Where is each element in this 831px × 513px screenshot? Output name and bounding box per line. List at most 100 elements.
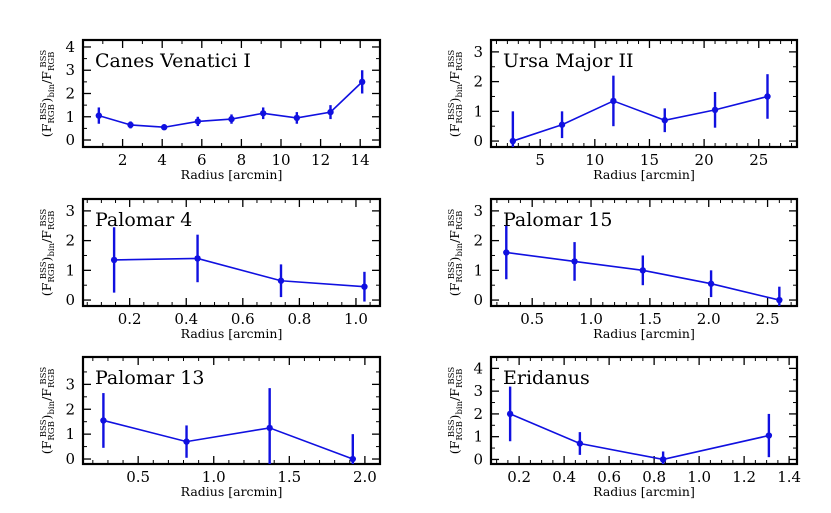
x-tick-label: 0.6: [231, 310, 255, 328]
y-axis-label-part: ): [447, 415, 462, 420]
y-axis-label-part: bin: [455, 400, 465, 414]
panel-title: Palomar 15: [503, 209, 612, 231]
y-axis-label-part: RGB: [455, 52, 465, 71]
y-axis-label: (FRGBBSS)bin/FRGBBSS: [447, 50, 465, 138]
x-tick-label: 1.0: [344, 310, 368, 328]
y-tick-label: 1: [473, 261, 483, 279]
y-axis-label-part: bin: [47, 400, 57, 414]
y-axis-label-part: RGB: [455, 211, 465, 230]
y-axis-label-part: RGB: [47, 104, 57, 123]
y-axis-label-part: (F: [39, 440, 54, 454]
data-point: [576, 440, 584, 447]
x-tick-label: 4: [157, 151, 167, 169]
y-axis-label-part: (F: [39, 282, 54, 296]
y-tick-label: 2: [65, 232, 75, 250]
y-axis-label-part: /F: [447, 388, 462, 401]
y-axis-label-part: RGB: [47, 369, 57, 388]
y-axis-label-part: BSS: [39, 102, 49, 120]
x-tick-label: 10: [271, 151, 290, 169]
data-point: [659, 456, 667, 463]
y-axis-label-part: ): [39, 415, 54, 420]
y-axis-label: (FRGBBSS)bin/FRGBBSS: [39, 367, 57, 455]
y-axis-label-part: bin: [47, 83, 57, 97]
x-axis-label: Radius [arcmin]: [181, 484, 283, 499]
y-tick-label: 0: [65, 450, 75, 468]
y-axis-label-part: (F: [447, 282, 462, 296]
series-line: [509, 413, 770, 461]
y-axis-label-part: BSS: [447, 102, 457, 120]
y-axis-label-part: RGB: [455, 421, 465, 440]
y-axis-label-part: bin: [455, 83, 465, 97]
y-tick-label: 0: [473, 132, 483, 150]
data-point: [277, 277, 285, 284]
data-point: [610, 97, 617, 105]
y-axis-label-part: BSS: [447, 209, 457, 227]
y-axis-label-part: BSS: [447, 419, 457, 437]
data-point: [506, 410, 514, 418]
y-axis-label-part: RGB: [455, 369, 465, 388]
x-tick-label: 0.5: [520, 310, 544, 328]
data-point: [639, 267, 647, 274]
y-tick-label: 3: [65, 375, 75, 393]
axes-frame: [489, 355, 799, 466]
y-axis-label-part: (F: [39, 123, 54, 137]
panel-title: Palomar 13: [95, 367, 204, 389]
y-tick-label: 0: [65, 131, 75, 149]
y-axis-label-part: /F: [39, 230, 54, 243]
y-axis-label-part: (F: [447, 123, 462, 137]
data-point: [503, 249, 510, 256]
x-tick-label: 25: [749, 151, 768, 169]
y-tick-label: 3: [65, 61, 75, 79]
data-point: [194, 118, 202, 125]
data-point: [558, 121, 566, 128]
y-axis-label: (FRGBBSS)bin/FRGBBSS: [447, 367, 465, 455]
y-axis-label-part: BSS: [39, 367, 49, 385]
series-line: [512, 95, 768, 142]
panel-5: 0.2 0.4 0.6 0.8 1.0 1.2 1.4 0 1 2 3 4 Radius [arcmin…: [447, 355, 801, 499]
y-tick-label: 1: [473, 102, 483, 120]
y-axis-label-part: /F: [39, 388, 54, 401]
x-tick-label: 0.6: [597, 468, 621, 486]
y-tick-label: 3: [65, 202, 75, 220]
x-axis-label: Radius [arcmin]: [593, 167, 695, 182]
axes-frame: [81, 197, 382, 308]
data-point: [266, 424, 273, 432]
x-tick-label: 12: [311, 151, 330, 169]
y-axis-label-part: bin: [47, 242, 57, 256]
y-axis-label: (FRGBBSS)bin/FRGBBSS: [39, 209, 57, 297]
y-axis-label-part: RGB: [47, 421, 57, 440]
data-point: [661, 117, 668, 124]
x-tick-label: 8: [237, 151, 247, 169]
x-tick-label: 0.2: [118, 310, 142, 328]
data-point: [358, 78, 366, 86]
y-axis-label-part: bin: [455, 242, 465, 256]
data-point: [100, 417, 107, 424]
y-tick-label: 1: [65, 261, 75, 279]
data-point: [571, 258, 578, 265]
y-axis-label: (FRGBBSS)bin/FRGBBSS: [39, 50, 57, 138]
axes-frame: [81, 355, 382, 466]
x-tick-label: 6: [197, 151, 207, 169]
x-tick-label: 2.0: [353, 468, 377, 486]
y-axis-label-part: BSS: [39, 209, 49, 227]
x-tick-label: 1.0: [579, 310, 603, 328]
data-point: [765, 432, 773, 439]
y-tick-label: 1: [473, 428, 483, 446]
panel-title: Ursa Major II: [503, 50, 633, 72]
x-tick-label: 2: [118, 151, 128, 169]
data-point: [509, 137, 517, 145]
data-point: [95, 112, 103, 119]
data-point: [259, 110, 267, 117]
y-tick-label: 1: [65, 108, 75, 126]
y-tick-label: 4: [65, 38, 75, 56]
data-point: [194, 255, 201, 262]
x-axis-label: Radius [arcmin]: [181, 326, 283, 341]
series-line: [114, 257, 365, 288]
x-tick-label: 0.2: [507, 468, 531, 486]
y-axis-label-part: BSS: [39, 419, 49, 437]
x-tick-label: 1.5: [277, 468, 301, 486]
y-axis-label-part: RGB: [47, 211, 57, 230]
